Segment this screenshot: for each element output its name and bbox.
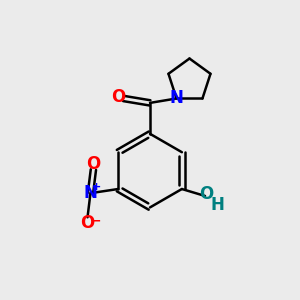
Text: O: O [80, 214, 94, 232]
Text: H: H [210, 196, 224, 214]
Text: N: N [83, 184, 98, 202]
Text: N: N [169, 89, 183, 107]
Text: O: O [111, 88, 125, 106]
Text: −: − [91, 214, 101, 227]
Text: O: O [86, 155, 100, 173]
Text: +: + [92, 182, 101, 192]
Text: O: O [199, 185, 214, 203]
